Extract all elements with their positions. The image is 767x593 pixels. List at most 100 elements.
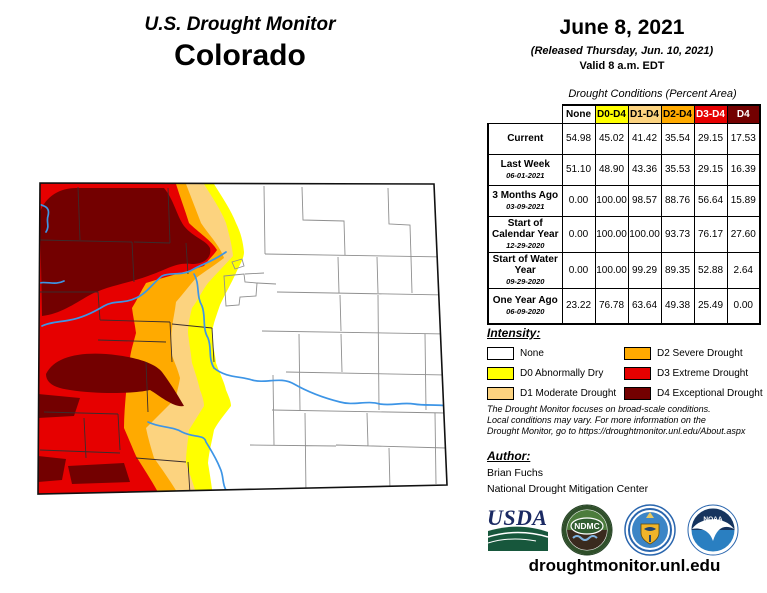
legend-item-d4: D4 Exceptional Drought bbox=[624, 386, 763, 400]
cell: 45.02 bbox=[594, 122, 629, 155]
cell: 29.15 bbox=[693, 122, 728, 155]
none-swatch bbox=[487, 346, 514, 360]
author-org: National Drought Mitigation Center bbox=[487, 483, 649, 495]
valid-time: Valid 8 a.m. EDT bbox=[579, 60, 665, 72]
usda-logo-text: USDA bbox=[487, 505, 547, 530]
table-row: 3 Months Ago 03-09-2021 0.00 100.00 98.57… bbox=[487, 184, 761, 217]
row-date: 06-01-2021 bbox=[506, 171, 545, 180]
cell: 100.00 bbox=[594, 251, 629, 289]
cell: 98.57 bbox=[627, 184, 662, 217]
legend-item-d3: D3 Extreme Drought bbox=[624, 366, 761, 380]
cell: 2.64 bbox=[726, 251, 761, 289]
col-header-d1d4: D1-D4 bbox=[627, 104, 662, 124]
county-lines-east bbox=[223, 185, 447, 494]
noaa-logo-text: NOAA bbox=[703, 516, 722, 523]
ndmc-wave bbox=[572, 535, 598, 541]
cell: 63.64 bbox=[627, 287, 662, 325]
cell: 100.00 bbox=[594, 215, 629, 253]
author-heading: Author: bbox=[487, 449, 531, 463]
legend-heading: Intensity: bbox=[487, 326, 541, 340]
row-label: Start of Water Year bbox=[492, 254, 558, 276]
table-header-row: None D0-D4 D1-D4 D2-D4 D3-D4 D4 bbox=[488, 104, 761, 124]
row-date: 09-29-2020 bbox=[506, 277, 545, 286]
author-block: Author: Brian Fuchs National Drought Mit… bbox=[487, 449, 767, 495]
table-caption: Drought Conditions (Percent Area) bbox=[568, 88, 737, 100]
cell: 41.42 bbox=[627, 122, 662, 155]
rivers bbox=[38, 203, 447, 491]
cell: 76.17 bbox=[693, 215, 728, 253]
cell: 89.35 bbox=[660, 251, 695, 289]
cell: 0.00 bbox=[561, 215, 596, 253]
state-name: Colorado bbox=[174, 39, 306, 72]
cell: 99.29 bbox=[627, 251, 662, 289]
footer-url: droughtmonitor.unl.edu bbox=[528, 556, 721, 575]
noaa-bird bbox=[692, 519, 734, 541]
d2-swatch bbox=[624, 346, 651, 360]
state-border bbox=[37, 182, 448, 495]
cell: 54.98 bbox=[561, 122, 596, 155]
cell: 56.64 bbox=[693, 184, 728, 217]
released-date: (Released Thursday, Jun. 10, 2021) bbox=[530, 45, 714, 57]
map-date: June 8, 2021 bbox=[559, 16, 685, 39]
cell: 35.53 bbox=[660, 153, 695, 186]
row-date: 06-09-2020 bbox=[506, 307, 545, 317]
d1-swatch bbox=[487, 386, 514, 400]
cell: 52.88 bbox=[693, 251, 728, 289]
cell: 51.10 bbox=[561, 153, 596, 186]
cell: 35.54 bbox=[660, 122, 695, 155]
row-label: 3 Months Ago bbox=[492, 190, 559, 201]
note-line: The Drought Monitor focuses on broad-sca… bbox=[487, 404, 711, 414]
page-title: U.S. Drought Monitor bbox=[144, 14, 336, 35]
col-header-d3d4: D3-D4 bbox=[693, 104, 728, 124]
cell: 93.73 bbox=[660, 215, 695, 253]
cell: 25.49 bbox=[693, 287, 728, 325]
row-label: One Year Ago bbox=[492, 295, 558, 307]
row-label: Last Week bbox=[500, 159, 550, 170]
cell: 23.22 bbox=[561, 287, 596, 325]
note-line: Local conditions may vary. For more info… bbox=[487, 415, 706, 425]
commerce-logo bbox=[624, 504, 676, 556]
row-date: 12-29-2020 bbox=[506, 241, 545, 250]
ndmc-logo-text: NDMC bbox=[574, 521, 600, 531]
cell: 0.00 bbox=[726, 287, 761, 325]
commerce-eagle bbox=[646, 512, 654, 518]
legend-item-d2: D2 Severe Drought bbox=[624, 346, 761, 360]
author-name: Brian Fuchs bbox=[487, 467, 544, 479]
cell: 27.60 bbox=[726, 215, 761, 253]
upper-arkansas-river bbox=[193, 273, 215, 369]
row-label: Current bbox=[507, 133, 544, 144]
drought-conditions-table: None D0-D4 D1-D4 D2-D4 D3-D4 D4 Current … bbox=[487, 104, 761, 325]
cell: 43.36 bbox=[627, 153, 662, 186]
d0-swatch bbox=[487, 366, 514, 380]
table-row: One Year Ago 06-09-2020 23.22 76.78 63.64… bbox=[487, 287, 761, 325]
note-line: Drought Monitor, go to https://droughtmo… bbox=[487, 426, 746, 436]
usda-logo: USDA bbox=[487, 505, 549, 551]
col-header-d2d4: D2-D4 bbox=[660, 104, 695, 124]
legend-item-none: None bbox=[487, 346, 624, 360]
d3-swatch bbox=[624, 366, 651, 380]
noaa-logo: NOAA bbox=[687, 504, 739, 556]
cell: 76.78 bbox=[594, 287, 629, 325]
legend-item-d1: D1 Moderate Drought bbox=[487, 386, 624, 400]
table-corner-cell bbox=[488, 105, 562, 123]
rio-grande-river bbox=[147, 421, 227, 491]
col-header-d4: D4 bbox=[726, 104, 761, 124]
table-row: Current 54.98 45.02 41.42 35.54 29.15 17… bbox=[487, 122, 761, 155]
row-label: Start of Calendar Year bbox=[491, 218, 559, 240]
col-header-none: None bbox=[561, 104, 596, 124]
disclaimer-note: The Drought Monitor focuses on broad-sca… bbox=[487, 404, 767, 437]
col-header-d0d4: D0-D4 bbox=[594, 104, 629, 124]
colorado-map bbox=[37, 182, 448, 495]
yampa-river bbox=[38, 203, 50, 233]
cell: 48.90 bbox=[594, 153, 629, 186]
cell: 49.38 bbox=[660, 287, 695, 325]
county-lines-west bbox=[39, 186, 215, 494]
logo-row: USDA NDMC NOAA bbox=[486, 504, 766, 556]
cell: 100.00 bbox=[594, 184, 629, 217]
row-date: 03-09-2021 bbox=[506, 202, 545, 211]
table-row: Start of Calendar Year 12-29-2020 0.00 10… bbox=[487, 215, 761, 253]
intensity-legend: Intensity: None D0 Abnormally Dry D1 Mod… bbox=[487, 326, 765, 406]
colorado-river bbox=[41, 251, 227, 327]
title-block: U.S. Drought Monitor Colorado bbox=[90, 14, 390, 73]
ndmc-logo: NDMC bbox=[561, 504, 613, 556]
